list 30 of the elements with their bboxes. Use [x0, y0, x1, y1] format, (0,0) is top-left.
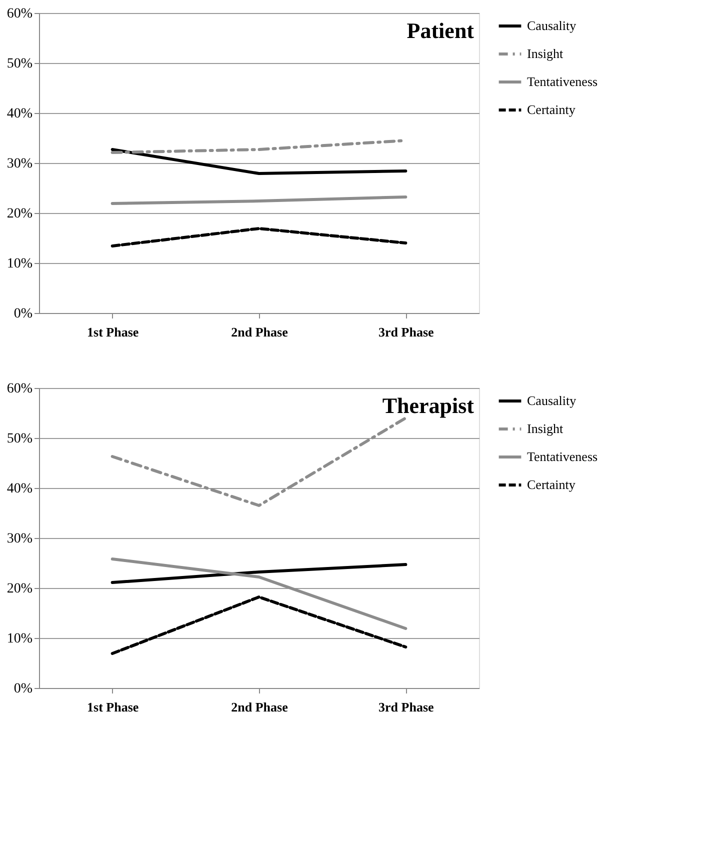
y-tick-label: 60% — [6, 6, 33, 22]
x-tick-label: 3rd Phase — [378, 324, 434, 340]
x-tick-label: 2nd Phase — [231, 700, 288, 714]
chart-title: Patient — [406, 18, 475, 43]
y-tick-label: 50% — [6, 56, 33, 72]
legend-label: Tentativeness — [527, 74, 598, 89]
chart-title: Therapist — [382, 393, 475, 418]
y-tick-label: 20% — [6, 582, 33, 596]
legend-label: Causality — [527, 18, 577, 33]
y-tick-label: 10% — [6, 256, 33, 272]
legend-label: Certainty — [527, 477, 576, 492]
y-tick-label: 50% — [6, 432, 33, 446]
x-tick-label: 2nd Phase — [231, 324, 288, 340]
legend-label: Tentativeness — [527, 449, 598, 464]
y-tick-label: 30% — [6, 156, 33, 172]
y-tick-label: 40% — [6, 482, 33, 496]
y-tick-label: 20% — [6, 206, 33, 222]
y-tick-label: 30% — [6, 532, 33, 546]
x-tick-label: 1st Phase — [87, 700, 139, 714]
legend-label: Certainty — [527, 102, 576, 117]
legend-label: Causality — [527, 393, 577, 408]
legend-label: Insight — [527, 421, 564, 436]
y-tick-label: 10% — [6, 632, 33, 646]
y-tick-label: 0% — [14, 306, 33, 322]
y-tick-label: 40% — [6, 106, 33, 122]
y-tick-label: 60% — [6, 382, 33, 396]
x-tick-label: 3rd Phase — [378, 700, 434, 714]
x-tick-label: 1st Phase — [87, 324, 139, 340]
y-tick-label: 0% — [14, 682, 33, 696]
legend-label: Insight — [527, 46, 564, 61]
